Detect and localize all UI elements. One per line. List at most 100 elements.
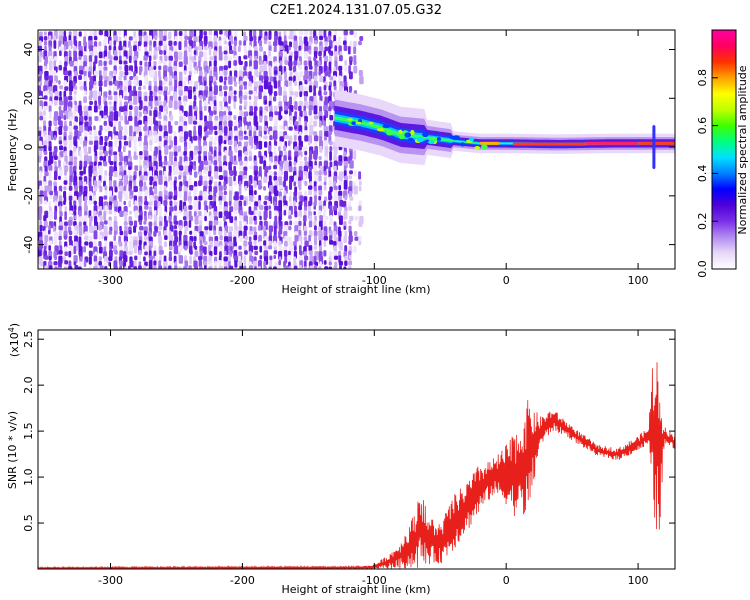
noise-cell-2723	[343, 30, 348, 36]
noise-cell-2790	[348, 206, 353, 211]
noise-cell-728	[119, 95, 123, 102]
noise-cell-2820	[353, 245, 357, 253]
noise-cell-2804	[353, 46, 357, 55]
noise-cell-1463	[198, 236, 203, 241]
noise-cell-1579	[213, 110, 217, 115]
noise-cell-1243	[173, 220, 179, 225]
noise-cell-2281	[294, 80, 298, 87]
noise-cell-952	[143, 110, 147, 115]
noise-cell-1685	[223, 195, 227, 202]
noise-cell-104	[48, 100, 53, 108]
noise-cell-1946	[254, 190, 257, 196]
noise-cell-657	[108, 190, 113, 197]
noise-cell-2332	[299, 110, 303, 118]
noise-cell-2149	[278, 106, 283, 112]
noise-cell-406	[78, 266, 82, 269]
noise-cell-1793	[239, 85, 243, 91]
noise-cell-1241	[173, 211, 178, 217]
noise-cell-1631	[218, 155, 222, 163]
noise-cell-1634	[218, 175, 224, 180]
noise-cell-2216	[283, 210, 287, 216]
noise-cell-2435	[308, 165, 312, 173]
noise-cell-2600	[328, 85, 332, 91]
noise-cell-1651	[218, 265, 224, 269]
noise-cell-617	[103, 225, 108, 232]
noise-cell-1094	[158, 135, 162, 142]
noise-cell-976	[143, 230, 147, 236]
signal-blob-31	[368, 121, 374, 125]
noise-cell-1892	[248, 130, 252, 137]
noise-cell-1999	[259, 245, 263, 253]
noise-cell-977	[143, 235, 148, 241]
noise-cell-2029	[263, 176, 268, 183]
noise-cell-2803	[353, 40, 357, 47]
noise-cell-507	[94, 95, 98, 101]
noise-cell-2203	[283, 145, 287, 152]
noise-cell-188	[58, 65, 63, 71]
noise-cell-610	[104, 185, 108, 191]
noise-cell-1057	[153, 175, 158, 183]
noise-cell-2311	[293, 241, 297, 247]
noise-cell-1053	[153, 155, 157, 163]
noise-cell-473	[88, 140, 94, 145]
noise-cell-714	[113, 266, 118, 269]
noise-cell-1883	[248, 85, 252, 92]
noise-cell-88	[44, 255, 49, 260]
noise-cell-2715	[338, 230, 342, 238]
noise-cell-2102	[273, 96, 277, 102]
noise-cell-1238	[173, 195, 178, 201]
noise-cell-2451	[308, 250, 313, 256]
noise-cell-2221	[284, 240, 288, 247]
noise-cell-615	[103, 210, 107, 221]
noise-cell-1325	[183, 195, 187, 202]
noise-cell-936	[138, 265, 142, 269]
noise-cell-1114	[158, 240, 162, 248]
noise-cell-362	[73, 255, 78, 264]
noise-cell-1965	[259, 46, 263, 52]
noise-cell-469	[88, 120, 93, 126]
noise-cell-909	[138, 125, 142, 133]
noise-cell-2115	[273, 165, 277, 170]
noise-cell-368	[78, 50, 83, 57]
noise-cell-2473	[313, 131, 318, 136]
noise-cell-1271	[179, 136, 184, 143]
noise-cell-980	[144, 251, 148, 256]
noise-cell-9	[39, 80, 42, 87]
noise-cell-1257	[178, 61, 183, 68]
noise-cell-1405	[193, 161, 196, 167]
noise-cell-2057	[268, 85, 273, 94]
noise-cell-913	[139, 150, 143, 156]
noise-cell-2433	[308, 156, 312, 162]
colorbar-frame	[711, 29, 737, 270]
noise-cell-255	[63, 180, 68, 185]
noise-cell-1177	[169, 95, 174, 102]
noise-cell-688	[113, 120, 117, 127]
noise-cell-2291	[293, 135, 297, 141]
noise-cell-1036	[153, 65, 157, 70]
noise-cell-433	[83, 166, 86, 175]
noise-cell-2179	[278, 260, 281, 266]
noise-cell-2728	[344, 65, 348, 72]
noise-cell-207	[58, 175, 61, 180]
noise-cell-949	[144, 95, 148, 102]
noise-cell-729	[119, 101, 123, 108]
noise-cell-343	[73, 156, 78, 161]
noise-cell-180	[53, 261, 58, 266]
noise-cell-2642	[333, 66, 337, 73]
noise-cell-880	[133, 186, 138, 193]
noise-cell-385	[79, 150, 83, 160]
noise-cell-2032	[263, 200, 268, 206]
noise-cell-653	[108, 170, 113, 177]
noise-cell-578	[98, 246, 103, 254]
noise-cell-2207	[284, 165, 288, 173]
noise-cell-651	[109, 160, 114, 166]
noise-cell-2605	[328, 110, 332, 117]
noise-cell-636	[108, 85, 112, 91]
noise-cell-702	[114, 206, 118, 213]
noise-cell-2819	[354, 236, 359, 241]
noise-cell-600	[104, 125, 109, 133]
noise-cell-1201	[169, 225, 174, 232]
noise-cell-1843	[243, 111, 249, 117]
noise-cell-1591	[214, 171, 219, 179]
noise-cell-2088	[269, 255, 273, 261]
